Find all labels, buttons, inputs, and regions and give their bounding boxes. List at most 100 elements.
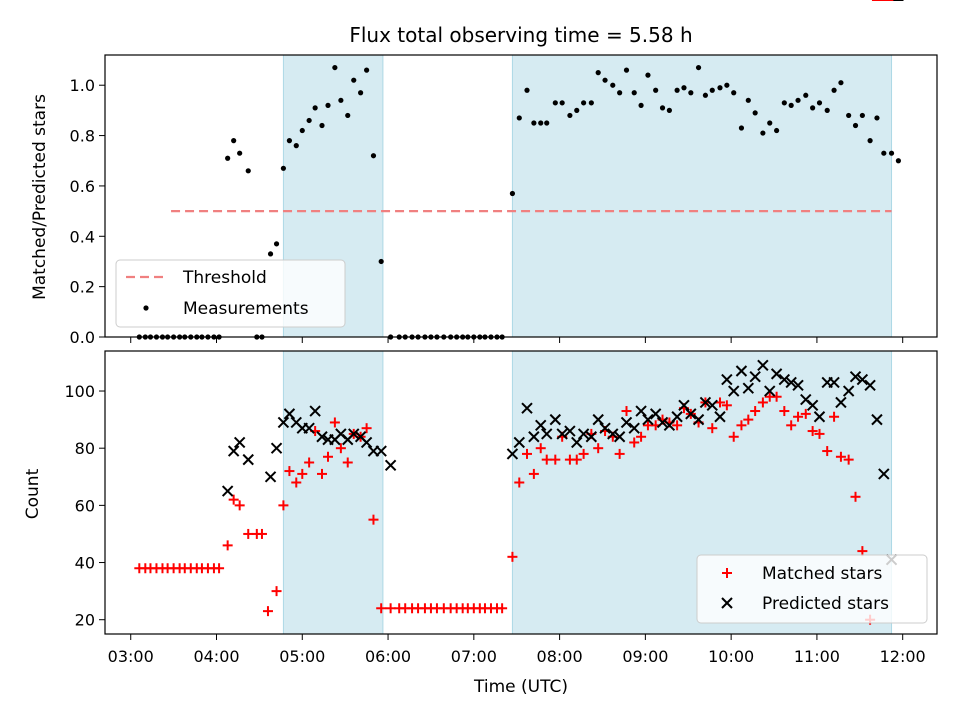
predicted-point bbox=[878, 468, 890, 480]
predicted-point bbox=[270, 442, 283, 454]
x-tick-label: 07:00 bbox=[451, 647, 497, 666]
measurement-point bbox=[681, 85, 687, 91]
bottom-panel: 20 40 60 80 100 03:00 04:00 05:00 06:00 07:00 08:0… bbox=[64, 0, 938, 666]
measurement-point bbox=[653, 87, 659, 93]
matched-point bbox=[793, 411, 804, 422]
measurement-point bbox=[280, 165, 287, 171]
measurement-point bbox=[781, 100, 787, 106]
matched-point bbox=[376, 603, 387, 614]
measurement-point bbox=[293, 143, 299, 149]
measurement-point bbox=[312, 105, 318, 111]
measurement-point bbox=[674, 87, 680, 93]
predicted-point bbox=[277, 416, 290, 429]
predicted-point bbox=[264, 471, 277, 483]
measurement-point bbox=[824, 107, 830, 113]
measurement-point bbox=[245, 168, 251, 174]
matched-point bbox=[757, 397, 768, 408]
matched-point bbox=[214, 563, 225, 574]
matched-point bbox=[728, 431, 739, 442]
matched-point bbox=[304, 457, 315, 468]
matched-point bbox=[578, 448, 589, 459]
predicted-point bbox=[749, 371, 761, 383]
measurement-point bbox=[859, 112, 865, 119]
matched-point bbox=[707, 423, 718, 434]
measurement-point bbox=[237, 150, 243, 156]
predicted-point bbox=[728, 385, 740, 397]
predicted-point bbox=[384, 459, 397, 472]
x-tick-label: 06:00 bbox=[365, 647, 411, 666]
measurement-point bbox=[774, 127, 780, 134]
predicted-point bbox=[642, 413, 654, 426]
measurement-point bbox=[895, 158, 902, 164]
matched-point bbox=[222, 540, 233, 551]
measurement-point bbox=[745, 97, 751, 103]
measurement-point bbox=[888, 150, 895, 156]
predicted-point bbox=[828, 376, 840, 389]
predicted-point bbox=[233, 436, 246, 449]
legend-measurement-swatch bbox=[143, 305, 149, 311]
predicted-point bbox=[549, 413, 562, 426]
predicted-point bbox=[635, 405, 647, 417]
measurement-point bbox=[638, 102, 644, 108]
matched-point bbox=[335, 443, 346, 454]
measurement-point bbox=[767, 120, 773, 126]
top-panel: 0.0 0.2 0.4 0.6 0.8 1.0 Threshold Measurements bbox=[70, 54, 938, 347]
measurement-point bbox=[286, 138, 293, 144]
measurement-point bbox=[567, 112, 573, 119]
measurement-point bbox=[552, 100, 558, 106]
predicted-point bbox=[221, 485, 234, 497]
predicted-point bbox=[607, 428, 619, 440]
x-tick-label: 09:00 bbox=[622, 647, 668, 666]
matched-point bbox=[550, 454, 561, 465]
predicted-point bbox=[649, 408, 662, 420]
measurement-point bbox=[760, 130, 766, 136]
measurement-point bbox=[610, 82, 616, 88]
measurement-point bbox=[378, 258, 384, 265]
matched-point bbox=[571, 454, 582, 465]
measurement-point bbox=[623, 67, 630, 73]
predicted-point bbox=[556, 428, 568, 440]
matched-point bbox=[786, 420, 797, 431]
x-tick-label: 03:00 bbox=[108, 647, 154, 666]
predicted-point bbox=[375, 445, 387, 457]
predicted-point bbox=[656, 416, 669, 429]
measurement-point bbox=[645, 72, 651, 78]
bottom-shaded-span bbox=[283, 351, 383, 634]
matched-point bbox=[329, 417, 340, 428]
measurement-point bbox=[358, 90, 364, 96]
matched-point bbox=[291, 477, 302, 488]
measurement-point bbox=[724, 82, 730, 88]
matched-point bbox=[361, 423, 372, 434]
matched-point bbox=[541, 454, 552, 465]
measurement-point bbox=[273, 241, 280, 247]
measurement-point bbox=[752, 110, 758, 116]
x-tick-label: 08:00 bbox=[537, 647, 583, 666]
matched-point bbox=[228, 494, 239, 505]
bottom-y-tick-label: 40 bbox=[75, 554, 95, 573]
measurement-point bbox=[524, 87, 530, 93]
measurement-point bbox=[516, 115, 522, 121]
predicted-point bbox=[692, 413, 705, 426]
matched-point bbox=[278, 500, 289, 511]
predicted-point bbox=[316, 431, 328, 443]
predicted-point bbox=[528, 431, 540, 443]
measurement-point bbox=[574, 107, 580, 113]
x-tick-label: 10:00 bbox=[708, 647, 754, 666]
matched-point bbox=[271, 586, 282, 597]
predicted-point bbox=[813, 411, 826, 423]
predicted-point bbox=[564, 425, 576, 437]
top-axes-frame bbox=[104, 54, 938, 338]
matched-point bbox=[829, 411, 840, 422]
top-y-tick-label: 0.6 bbox=[70, 177, 95, 196]
measurement-point bbox=[617, 90, 623, 96]
measurement-point bbox=[874, 115, 880, 121]
matched-point bbox=[614, 448, 625, 459]
matched-point bbox=[342, 457, 353, 468]
predicted-point bbox=[735, 365, 748, 377]
predicted-point bbox=[592, 413, 604, 426]
legend-matched-label: Matched stars bbox=[762, 564, 882, 584]
predicted-point bbox=[283, 408, 296, 420]
predicted-point bbox=[792, 379, 804, 392]
legend-measurement-label: Measurements bbox=[183, 299, 309, 319]
measurement-point bbox=[559, 100, 565, 106]
